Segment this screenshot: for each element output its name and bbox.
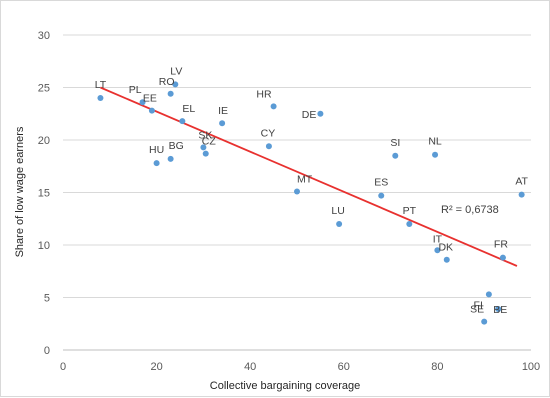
x-tick-label: 20: [150, 361, 162, 373]
data-point: [97, 95, 104, 101]
point-label: DK: [438, 242, 453, 254]
point-label: PT: [403, 205, 417, 217]
data-point: [148, 107, 155, 114]
y-axis-label: Share of low wage earners: [14, 126, 26, 257]
point-label: ES: [374, 177, 388, 189]
x-tick-label: 80: [431, 361, 443, 373]
data-point: [432, 151, 439, 158]
data-point: [270, 103, 277, 110]
point-label: SI: [390, 137, 400, 149]
point-label: SE: [470, 304, 484, 316]
data-points: [97, 81, 525, 325]
data-point: [336, 221, 343, 227]
x-tick-label: 60: [338, 361, 350, 373]
data-point: [153, 160, 160, 167]
point-label: MT: [297, 173, 313, 185]
point-label: HR: [256, 88, 272, 100]
y-tick-label: 5: [44, 293, 50, 305]
data-point: [200, 144, 207, 151]
y-tick-label: 0: [44, 345, 50, 357]
point-label: LV: [170, 65, 182, 77]
point-label: CZ: [202, 136, 217, 148]
data-point: [202, 150, 209, 157]
data-point: [265, 143, 272, 150]
data-point: [317, 110, 324, 117]
point-label: RO: [159, 76, 175, 88]
data-point: [172, 81, 179, 88]
data-point: [167, 90, 174, 97]
y-tick-label: 20: [38, 135, 50, 147]
trendline-layer: [100, 86, 518, 267]
gridlines: [63, 34, 531, 298]
data-point: [499, 254, 506, 261]
point-label: CY: [261, 127, 276, 139]
y-tick-label: 30: [38, 30, 50, 42]
point-label: AT: [515, 176, 528, 188]
point-label: FR: [494, 239, 508, 251]
x-tick-label: 0: [60, 361, 66, 373]
y-tick-label: 15: [38, 188, 50, 200]
data-point: [294, 188, 300, 195]
data-point: [406, 221, 413, 227]
point-label: LU: [331, 205, 344, 217]
point-label: DE: [302, 109, 317, 121]
data-point: [167, 155, 174, 162]
point-label: IT: [433, 233, 443, 245]
point-label: IE: [218, 105, 228, 117]
point-label: BG: [169, 140, 184, 152]
data-point: [443, 256, 450, 263]
data-point: [495, 306, 502, 313]
x-tick-label: 100: [522, 361, 540, 373]
point-label: SK: [198, 129, 212, 141]
data-point: [481, 318, 488, 325]
data-point: [219, 120, 226, 127]
y-tick-label: 10: [38, 240, 50, 252]
point-label: BE: [493, 304, 507, 316]
data-point: [378, 192, 385, 199]
y-tick-label: 25: [38, 83, 50, 95]
point-label: FI: [474, 299, 483, 311]
r-squared-annotation: R² = 0,6738: [441, 204, 499, 216]
point-label: LT: [95, 79, 107, 91]
trendline: [100, 86, 518, 267]
data-point: [518, 191, 525, 198]
point-label: NL: [428, 136, 442, 148]
point-label: PL: [129, 84, 142, 96]
x-tick-label: 40: [244, 361, 256, 373]
axes: 0 5 10 15 20 25 30 0 20 40 60 80 100: [38, 30, 540, 373]
data-point: [392, 152, 399, 159]
point-label: EL: [182, 103, 195, 115]
point-label: EE: [143, 93, 157, 105]
data-point: [485, 291, 492, 298]
data-point: [139, 99, 146, 106]
data-point: [179, 118, 186, 125]
point-label: HU: [149, 144, 164, 156]
data-point: [434, 247, 441, 254]
x-axis-label: Collective bargaining coverage: [210, 380, 360, 392]
